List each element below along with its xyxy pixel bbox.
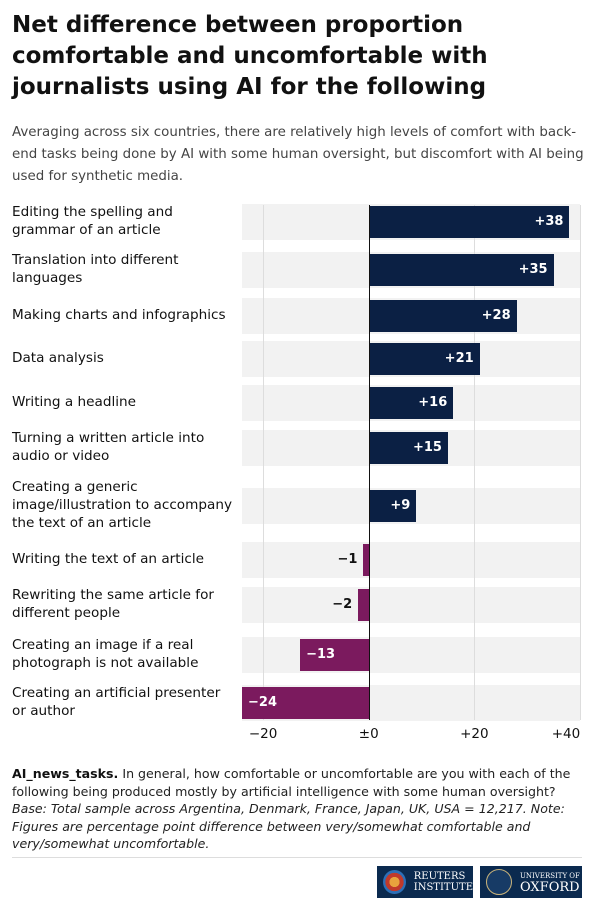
category-label: Rewriting the same article for different…: [12, 587, 214, 621]
bar: [358, 589, 369, 621]
chart-title: Net difference between proportion comfor…: [12, 12, 488, 100]
value-label: +28: [481, 308, 511, 323]
bar: [368, 300, 517, 332]
reuters-logo: REUTERS INSTITUTE: [377, 866, 473, 898]
footnote-label: AI_news_tasks.: [12, 766, 119, 781]
x-tick-label: +40: [551, 726, 581, 742]
value-label: +15: [412, 440, 442, 455]
category-label: Data analysis: [12, 350, 104, 366]
value-label: −13: [306, 647, 336, 662]
footnote-note: Base: Total sample across Argentina, Den…: [12, 801, 565, 851]
row-band: [242, 542, 580, 578]
oxford-line: OXFORD: [520, 880, 580, 895]
x-tick-label: −20: [248, 726, 278, 742]
zero-line: [368, 205, 370, 720]
category-label: Translation into different languages: [12, 252, 179, 286]
category-label: Creating an artificial presenter or auth…: [12, 685, 221, 719]
value-label: +9: [390, 498, 411, 513]
bar: [300, 639, 369, 671]
reuters-line: REUTERS: [413, 871, 466, 882]
category-label: Creating a generic image/illustration to…: [12, 479, 232, 531]
value-label: +38: [534, 214, 564, 229]
x-tick-label: ±0: [358, 726, 379, 742]
oxford-line: UNIVERSITY OF: [520, 872, 580, 880]
grid-line: [263, 205, 265, 720]
reuters-line: INSTITUTE: [413, 882, 473, 893]
category-label: Making charts and infographics: [12, 307, 226, 323]
footnote-question: In general, how comfortable or uncomfort…: [12, 766, 571, 799]
bar: [368, 387, 454, 419]
value-label: +16: [418, 395, 448, 410]
value-label: −24: [248, 695, 277, 710]
category-label: Turning a written article into audio or …: [12, 430, 205, 464]
category-label: Editing the spelling and grammar of an a…: [12, 204, 173, 238]
value-label: +21: [444, 351, 474, 366]
footnote: AI_news_tasks. In general, how comfortab…: [12, 765, 584, 853]
bar: [363, 544, 369, 576]
value-label: −1: [337, 552, 358, 567]
bar: [242, 687, 369, 719]
oxford-emblem: [486, 869, 512, 895]
value-label: +35: [518, 262, 548, 277]
category-label: Writing the text of an article: [12, 551, 204, 567]
bar: [368, 343, 480, 375]
bar: [368, 490, 417, 522]
grid-line: [580, 205, 581, 720]
category-label: Writing a headline: [12, 394, 136, 410]
x-tick-label: +20: [460, 726, 489, 742]
chart-subtitle: Averaging across six countries, there ar…: [12, 125, 584, 184]
category-label: Creating an image if a real photograph i…: [12, 637, 199, 671]
row-band: [242, 587, 580, 623]
grid-line: [474, 205, 476, 720]
reuters-emblem: [383, 870, 406, 894]
value-label: −2: [332, 597, 353, 612]
separator: [12, 857, 582, 858]
row-band: [242, 637, 580, 673]
bar: [368, 432, 448, 464]
plot: −20 ±0 +20 +40 Editing the spelling and gram…: [12, 204, 581, 742]
bar: [368, 206, 570, 238]
bar: [368, 254, 554, 286]
oxford-logo: UNIVERSITY OF OXFORD: [480, 866, 582, 898]
